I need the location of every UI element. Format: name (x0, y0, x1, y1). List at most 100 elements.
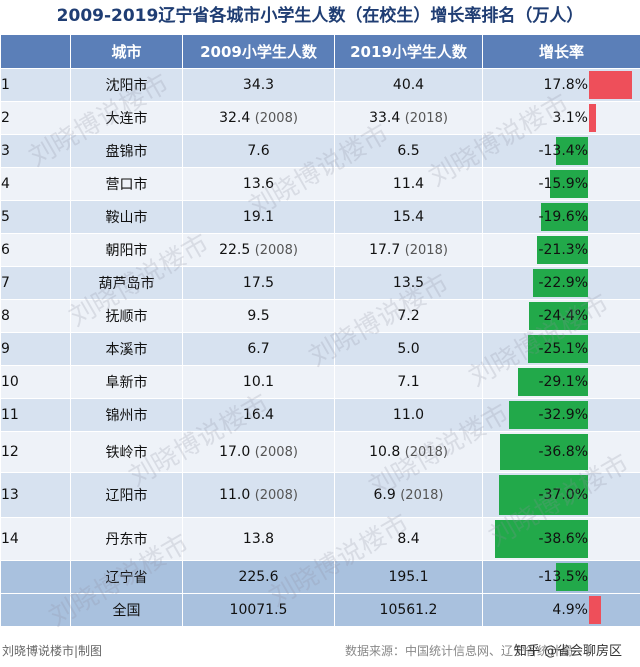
table-row: 10 阜新市 10.1 7.1 -29.1% (0, 365, 640, 399)
negative-growth-bar (518, 368, 588, 396)
table-row: 13 辽阳市 11.0 (2008) 6.9 (2018) -37.0% (0, 472, 640, 518)
value-2009: 19.1 (242, 209, 275, 225)
value-2019-cell: 7.1 (334, 365, 483, 399)
value-2019: 10.8 (369, 444, 401, 460)
rank-cell: 4 (0, 167, 71, 201)
negative-growth-bar (533, 269, 588, 297)
value-2009: 13.6 (242, 176, 275, 192)
growth-rate-value: -38.6% (538, 531, 588, 547)
rank-cell: 9 (0, 332, 71, 366)
value-2009-cell: 34.3 (182, 68, 335, 102)
table-row: 3 盘锦市 7.6 6.5 -13.4% (0, 134, 640, 168)
year-note-2019: (2018) (404, 111, 448, 126)
header-2009: 2009小学生人数 (182, 34, 335, 69)
growth-rate-cell: -25.1% (482, 332, 640, 366)
header-city: 城市 (70, 34, 183, 69)
growth-rate-cell: -21.3% (482, 233, 640, 267)
rank-cell: 3 (0, 134, 71, 168)
value-2019-cell: 10.8 (2018) (334, 431, 483, 473)
value-2019-cell: 11.0 (334, 398, 483, 432)
rank-cell (0, 560, 71, 594)
city-cell: 全国 (70, 593, 183, 627)
value-2019-cell: 17.7 (2018) (334, 233, 483, 267)
growth-rate-value: -25.1% (538, 341, 588, 357)
value-2009: 17.5 (242, 275, 275, 291)
table-row: 12 铁岭市 17.0 (2008) 10.8 (2018) -36.8% (0, 431, 640, 473)
growth-rate-cell: -13.5% (482, 560, 640, 594)
growth-rate-value: 4.9% (552, 602, 588, 618)
rank-cell: 10 (0, 365, 71, 399)
value-2019: 5.0 (397, 341, 420, 357)
negative-growth-bar (529, 302, 588, 330)
table-row: 9 本溪市 6.7 5.0 -25.1% (0, 332, 640, 366)
negative-growth-bar (495, 520, 588, 558)
table-row: 7 葫芦岛市 17.5 13.5 -22.9% (0, 266, 640, 300)
value-2009: 6.7 (247, 341, 270, 357)
footer-credit: 知乎 @省会聊房区 (513, 644, 622, 659)
growth-rate-value: 17.8% (543, 77, 588, 93)
value-2019-cell: 15.4 (334, 200, 483, 234)
growth-table: 城市 2009小学生人数 2019小学生人数 增长率 1 沈阳市 34.3 40.4… (0, 34, 640, 627)
city-cell: 鞍山市 (70, 200, 183, 234)
value-2009-cell: 22.5 (2008) (182, 233, 335, 267)
growth-rate-value: -13.4% (538, 143, 588, 159)
growth-rate-value: -32.9% (538, 407, 588, 423)
year-note-2009: (2008) (254, 243, 298, 258)
value-2009: 22.5 (219, 242, 251, 258)
table-row: 14 丹东市 13.8 8.4 -38.6% (0, 517, 640, 561)
city-cell: 营口市 (70, 167, 183, 201)
footer-source: 数据来源：中国统计信息网、辽宁省统计局 (345, 644, 574, 658)
negative-growth-bar (555, 563, 588, 591)
table-row: 1 沈阳市 34.3 40.4 17.8% (0, 68, 640, 102)
rank-cell: 12 (0, 431, 71, 473)
value-2009-cell: 17.0 (2008) (182, 431, 335, 473)
value-2009: 13.8 (242, 531, 275, 547)
negative-growth-bar (509, 401, 588, 429)
value-2019-cell: 13.5 (334, 266, 483, 300)
table-row: 4 营口市 13.6 11.4 -15.9% (0, 167, 640, 201)
city-cell: 阜新市 (70, 365, 183, 399)
city-cell: 锦州市 (70, 398, 183, 432)
city-cell: 葫芦岛市 (70, 266, 183, 300)
rank-cell: 6 (0, 233, 71, 267)
value-2009-cell: 6.7 (182, 332, 335, 366)
header-rank (0, 34, 71, 69)
value-2009-cell: 32.4 (2008) (182, 101, 335, 135)
table-row: 2 大连市 32.4 (2008) 33.4 (2018) 3.1% (0, 101, 640, 135)
rank-cell (0, 593, 71, 627)
table-body: 1 沈阳市 34.3 40.4 17.8% 2 大连市 32.4 (2008) 33.4 (… (0, 68, 640, 627)
value-2009-cell: 225.6 (182, 560, 335, 594)
value-2019: 11.4 (392, 176, 425, 192)
value-2019-cell: 5.0 (334, 332, 483, 366)
value-2019: 8.4 (397, 531, 420, 547)
growth-rate-cell: -29.1% (482, 365, 640, 399)
value-2009: 10071.5 (229, 602, 288, 618)
growth-rate-cell: -24.4% (482, 299, 640, 333)
value-2019-cell: 7.2 (334, 299, 483, 333)
value-2009-cell: 16.4 (182, 398, 335, 432)
year-note-2009: (2008) (254, 111, 298, 126)
growth-rate-cell: -36.8% (482, 431, 640, 473)
city-cell: 沈阳市 (70, 68, 183, 102)
growth-rate-cell: -13.4% (482, 134, 640, 168)
value-2019: 7.2 (397, 308, 420, 324)
value-2019-cell: 6.5 (334, 134, 483, 168)
year-note-2009: (2008) (254, 445, 298, 460)
negative-growth-bar (499, 434, 588, 470)
positive-growth-bar (589, 596, 601, 624)
growth-rate-value: -24.4% (538, 308, 588, 324)
negative-growth-bar (527, 335, 588, 363)
value-2019: 17.7 (369, 242, 401, 258)
value-2019-cell: 40.4 (334, 68, 483, 102)
value-2019: 13.5 (392, 275, 425, 291)
growth-rate-cell: -37.0% (482, 472, 640, 518)
value-2019: 10561.2 (379, 602, 438, 618)
city-cell: 辽宁省 (70, 560, 183, 594)
city-cell: 朝阳市 (70, 233, 183, 267)
table-row: 8 抚顺市 9.5 7.2 -24.4% (0, 299, 640, 333)
negative-growth-bar (549, 170, 588, 198)
value-2019: 40.4 (392, 77, 425, 93)
city-cell: 辽阳市 (70, 472, 183, 518)
value-2009: 34.3 (242, 77, 275, 93)
rank-cell: 2 (0, 101, 71, 135)
